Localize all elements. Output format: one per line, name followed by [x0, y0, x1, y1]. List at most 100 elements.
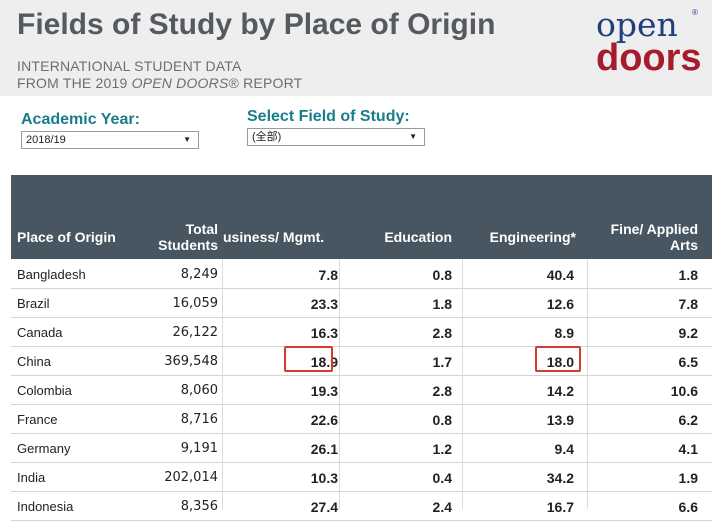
- cell-engineering: 13.9: [546, 412, 574, 428]
- table-row: Bangladesh 8,249 7.8 0.8 40.4 1.8: [11, 260, 712, 289]
- row-divider: [11, 462, 712, 463]
- cell-place-of-origin: Colombia: [17, 383, 72, 398]
- column-divider: [222, 259, 223, 509]
- column-header-fine-applied-arts[interactable]: Fine/ Applied Arts: [611, 221, 698, 253]
- cell-education: 1.8: [432, 296, 452, 312]
- row-divider: [11, 346, 712, 347]
- cell-education: 0.8: [432, 412, 452, 428]
- cell-education: 1.2: [432, 441, 452, 457]
- column-header-total-students[interactable]: Total Students: [158, 221, 218, 253]
- cell-place-of-origin: India: [17, 470, 46, 485]
- cell-place-of-origin: Bangladesh: [17, 267, 86, 282]
- cell-place-of-origin: Germany: [17, 441, 71, 456]
- cell-engineering: 16.7: [546, 499, 574, 515]
- report-subtitle: INTERNATIONAL STUDENT DATA FROM THE 2019…: [17, 58, 302, 92]
- column-header-education[interactable]: Education: [384, 229, 452, 245]
- row-divider: [11, 404, 712, 405]
- chevron-down-icon: ▼: [409, 132, 417, 141]
- row-divider: [11, 491, 712, 492]
- highlight-box-china-business: [284, 346, 333, 372]
- cell-total-students: 202,014: [164, 470, 218, 485]
- field-of-study-label: Select Field of Study:: [247, 108, 410, 125]
- cell-place-of-origin: Brazil: [17, 296, 50, 311]
- cell-education: 2.8: [432, 325, 452, 341]
- column-header-engineering[interactable]: Engineering*: [489, 229, 576, 245]
- cell-business: 16.3: [310, 325, 338, 341]
- cell-engineering: 9.4: [554, 441, 574, 457]
- table-row: France 8,716 22.6 0.8 13.9 6.2: [11, 405, 712, 434]
- cell-fine-applied-arts: 9.2: [678, 325, 698, 341]
- cell-fine-applied-arts: 10.6: [670, 383, 698, 399]
- table-row: Brazil 16,059 23.3 1.8 12.6 7.8: [11, 289, 712, 318]
- cell-engineering: 8.9: [554, 325, 574, 341]
- cell-business: 23.3: [310, 296, 338, 312]
- cell-engineering: 18.0: [546, 354, 574, 370]
- cell-engineering: 14.2: [546, 383, 574, 399]
- table-row: China 369,548 18.9 1.7 18.0 6.5: [11, 347, 712, 376]
- table-row: Colombia 8,060 19.3 2.8 14.2 10.6: [11, 376, 712, 405]
- open-doors-logo: open ® doors: [596, 5, 704, 80]
- page-title: Fields of Study by Place of Origin: [17, 8, 496, 41]
- cell-engineering: 40.4: [546, 267, 574, 283]
- cell-business: 26.1: [310, 441, 338, 457]
- cell-business: 22.6: [310, 412, 338, 428]
- cell-total-students: 369,548: [164, 354, 218, 369]
- column-divider: [339, 259, 340, 509]
- cell-fine-applied-arts: 7.8: [678, 296, 698, 312]
- chevron-down-icon: ▼: [183, 135, 191, 144]
- subtitle-line-2-start: FROM THE 2019: [17, 75, 132, 91]
- table-row: Canada 26,122 16.3 2.8 8.9 9.2: [11, 318, 712, 347]
- cell-place-of-origin: Canada: [17, 325, 63, 340]
- column-header-fine-line-2: Arts: [669, 237, 698, 253]
- logo-text-open: open: [596, 5, 678, 44]
- cell-business: 7.8: [318, 267, 338, 283]
- subtitle-line-2-report-name: OPEN DOORS: [131, 75, 229, 91]
- cell-business: 19.3: [310, 383, 338, 399]
- report-header: Fields of Study by Place of Origin INTER…: [0, 0, 712, 96]
- row-divider: [11, 375, 712, 376]
- field-of-study-select[interactable]: (全部) ▼: [247, 128, 425, 146]
- logo-text-doors: doors: [596, 37, 702, 79]
- cell-total-students: 8,249: [180, 267, 218, 282]
- highlight-box-china-engineering: [535, 346, 581, 372]
- cell-total-students: 8,716: [180, 412, 218, 427]
- column-divider: [462, 259, 463, 509]
- subtitle-line-1: INTERNATIONAL STUDENT DATA: [17, 58, 242, 74]
- cell-place-of-origin: Indonesia: [17, 499, 74, 514]
- column-header-total-line-1: Total: [185, 221, 218, 237]
- cell-education: 0.4: [432, 470, 452, 486]
- column-header-business[interactable]: usiness/ Mgmt.: [223, 229, 325, 245]
- academic-year-select[interactable]: 2018/19 ▼: [21, 131, 199, 149]
- column-header-fine-line-1: Fine/ Applied: [610, 221, 698, 237]
- cell-total-students: 8,356: [180, 499, 218, 514]
- row-divider: [11, 433, 712, 434]
- cell-fine-applied-arts: 1.9: [678, 470, 698, 486]
- subtitle-line-2-end: ® REPORT: [228, 75, 303, 91]
- column-header-place-of-origin[interactable]: Place of Origin: [17, 229, 116, 245]
- cell-place-of-origin: China: [17, 354, 51, 369]
- cell-fine-applied-arts: 6.6: [678, 499, 698, 515]
- field-of-study-value: (全部): [252, 131, 282, 143]
- column-divider: [587, 259, 588, 509]
- cell-fine-applied-arts: 4.1: [678, 441, 698, 457]
- cell-fine-applied-arts: 1.8: [678, 267, 698, 283]
- cell-business: 27.4: [310, 499, 338, 515]
- cell-fine-applied-arts: 6.5: [678, 354, 698, 370]
- academic-year-label: Academic Year:: [21, 111, 140, 128]
- row-divider: [11, 317, 712, 318]
- logo-registered-mark: ®: [692, 8, 698, 17]
- cell-total-students: 16,059: [172, 296, 219, 311]
- table-row: India 202,014 10.3 0.4 34.2 1.9: [11, 463, 712, 492]
- subtitle-line-2: FROM THE 2019 OPEN DOORS® REPORT: [17, 75, 302, 92]
- cell-education: 1.7: [432, 354, 452, 370]
- column-header-total-line-2: Students: [158, 237, 218, 253]
- cell-total-students: 9,191: [180, 441, 218, 456]
- cell-engineering: 12.6: [546, 296, 574, 312]
- cell-fine-applied-arts: 6.2: [678, 412, 698, 428]
- cell-place-of-origin: France: [17, 412, 58, 427]
- table-row: Indonesia 8,356 27.4 2.4 16.7 6.6: [11, 492, 712, 521]
- academic-year-value: 2018/19: [26, 134, 66, 146]
- cell-engineering: 34.2: [546, 470, 574, 486]
- cell-education: 2.4: [432, 499, 452, 515]
- cell-business: 10.3: [310, 470, 338, 486]
